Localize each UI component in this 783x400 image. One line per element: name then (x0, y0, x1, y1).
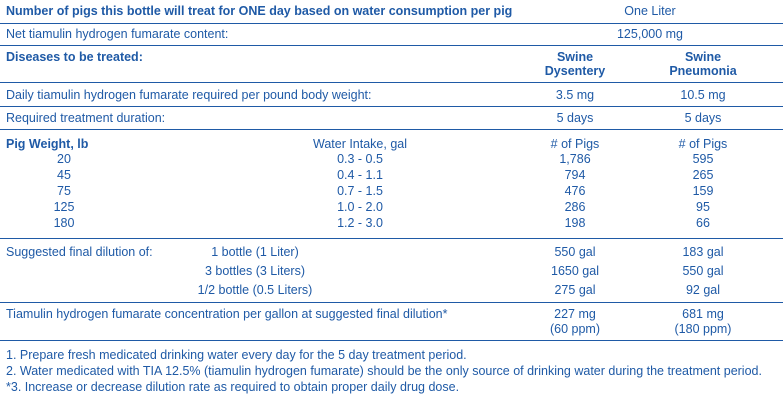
disease-pneumonia-line2: Pneumonia (669, 64, 737, 78)
disease-dysentery-line2: Dysentery (544, 64, 606, 78)
pigs-cell: 595 (692, 152, 714, 166)
divider (0, 82, 783, 83)
footnote: 2. Water medicated with TIA 12.5% (tiamu… (6, 364, 762, 378)
concentration-pneumonia-ppm: (180 ppm) (674, 322, 732, 336)
dilution-bottles: 1 bottle (1 Liter) (211, 245, 299, 259)
duration-pneumonia: 5 days (684, 111, 722, 125)
dilution-pneumonia: 550 gal (682, 264, 724, 278)
dilution-dysentery: 275 gal (554, 283, 596, 297)
pigs-cell: 476 (564, 184, 586, 198)
disease-pneumonia-line1: Swine (684, 50, 722, 64)
divider (0, 340, 783, 341)
divider (0, 129, 783, 130)
dilution-dysentery: 550 gal (554, 245, 596, 259)
daily-pneumonia: 10.5 mg (680, 88, 726, 102)
diseases-label: Diseases to be treated: (6, 50, 143, 64)
divider (0, 45, 783, 46)
table-title: Number of pigs this bottle will treat fo… (6, 4, 513, 18)
pigs-header-pneumonia: # of Pigs (678, 137, 728, 151)
dilution-bottles: 3 bottles (3 Liters) (204, 264, 306, 278)
divider (0, 302, 783, 303)
weight-cell: 45 (57, 168, 71, 182)
weight-cell: 20 (57, 152, 71, 166)
weight-header: Pig Weight, lb (6, 137, 89, 151)
dilution-dysentery: 1650 gal (551, 264, 599, 278)
water-cell: 1.0 - 2.0 (337, 200, 383, 214)
pigs-cell: 159 (692, 184, 714, 198)
water-cell: 0.4 - 1.1 (337, 168, 383, 182)
water-cell: 1.2 - 3.0 (337, 216, 383, 230)
concentration-dysentery-ppm: (60 ppm) (549, 322, 601, 336)
divider (0, 23, 783, 24)
pigs-cell: 1,786 (559, 152, 591, 166)
concentration-dysentery-mg: 227 mg (554, 307, 596, 321)
daily-dysentery: 3.5 mg (555, 88, 595, 102)
water-cell: 0.7 - 1.5 (337, 184, 383, 198)
dilution-bottles: 1/2 bottle (0.5 Liters) (197, 283, 313, 297)
pigs-cell: 198 (564, 216, 586, 230)
pigs-cell: 95 (696, 200, 710, 214)
concentration-pneumonia-mg: 681 mg (682, 307, 724, 321)
water-cell: 0.3 - 0.5 (337, 152, 383, 166)
disease-dysentery-line1: Swine (556, 50, 594, 64)
content-value: 125,000 mg (616, 27, 684, 41)
divider (0, 106, 783, 107)
duration-label: Required treatment duration: (6, 111, 166, 125)
weight-cell: 125 (53, 200, 75, 214)
content-label: Net tiamulin hydrogen fumarate content: (6, 27, 229, 41)
dilution-pneumonia: 183 gal (682, 245, 724, 259)
weight-cell: 180 (53, 216, 75, 230)
pigs-cell: 265 (692, 168, 714, 182)
pigs-cell: 66 (696, 216, 710, 230)
concentration-label: Tiamulin hydrogen fumarate concentration… (6, 307, 448, 321)
pigs-cell: 794 (564, 168, 586, 182)
pigs-header-dysentery: # of Pigs (550, 137, 600, 151)
dilution-pneumonia: 92 gal (685, 283, 721, 297)
dilution-label: Suggested final dilution of: (6, 245, 153, 259)
bottle-size: One Liter (624, 4, 676, 18)
weight-cell: 75 (57, 184, 71, 198)
duration-dysentery: 5 days (556, 111, 594, 125)
pigs-cell: 286 (564, 200, 586, 214)
water-header: Water Intake, gal (312, 137, 408, 151)
footnote: *3. Increase or decrease dilution rate a… (6, 380, 460, 394)
divider (0, 238, 783, 239)
daily-label: Daily tiamulin hydrogen fumarate require… (6, 88, 372, 102)
footnote: 1. Prepare fresh medicated drinking wate… (6, 348, 467, 362)
